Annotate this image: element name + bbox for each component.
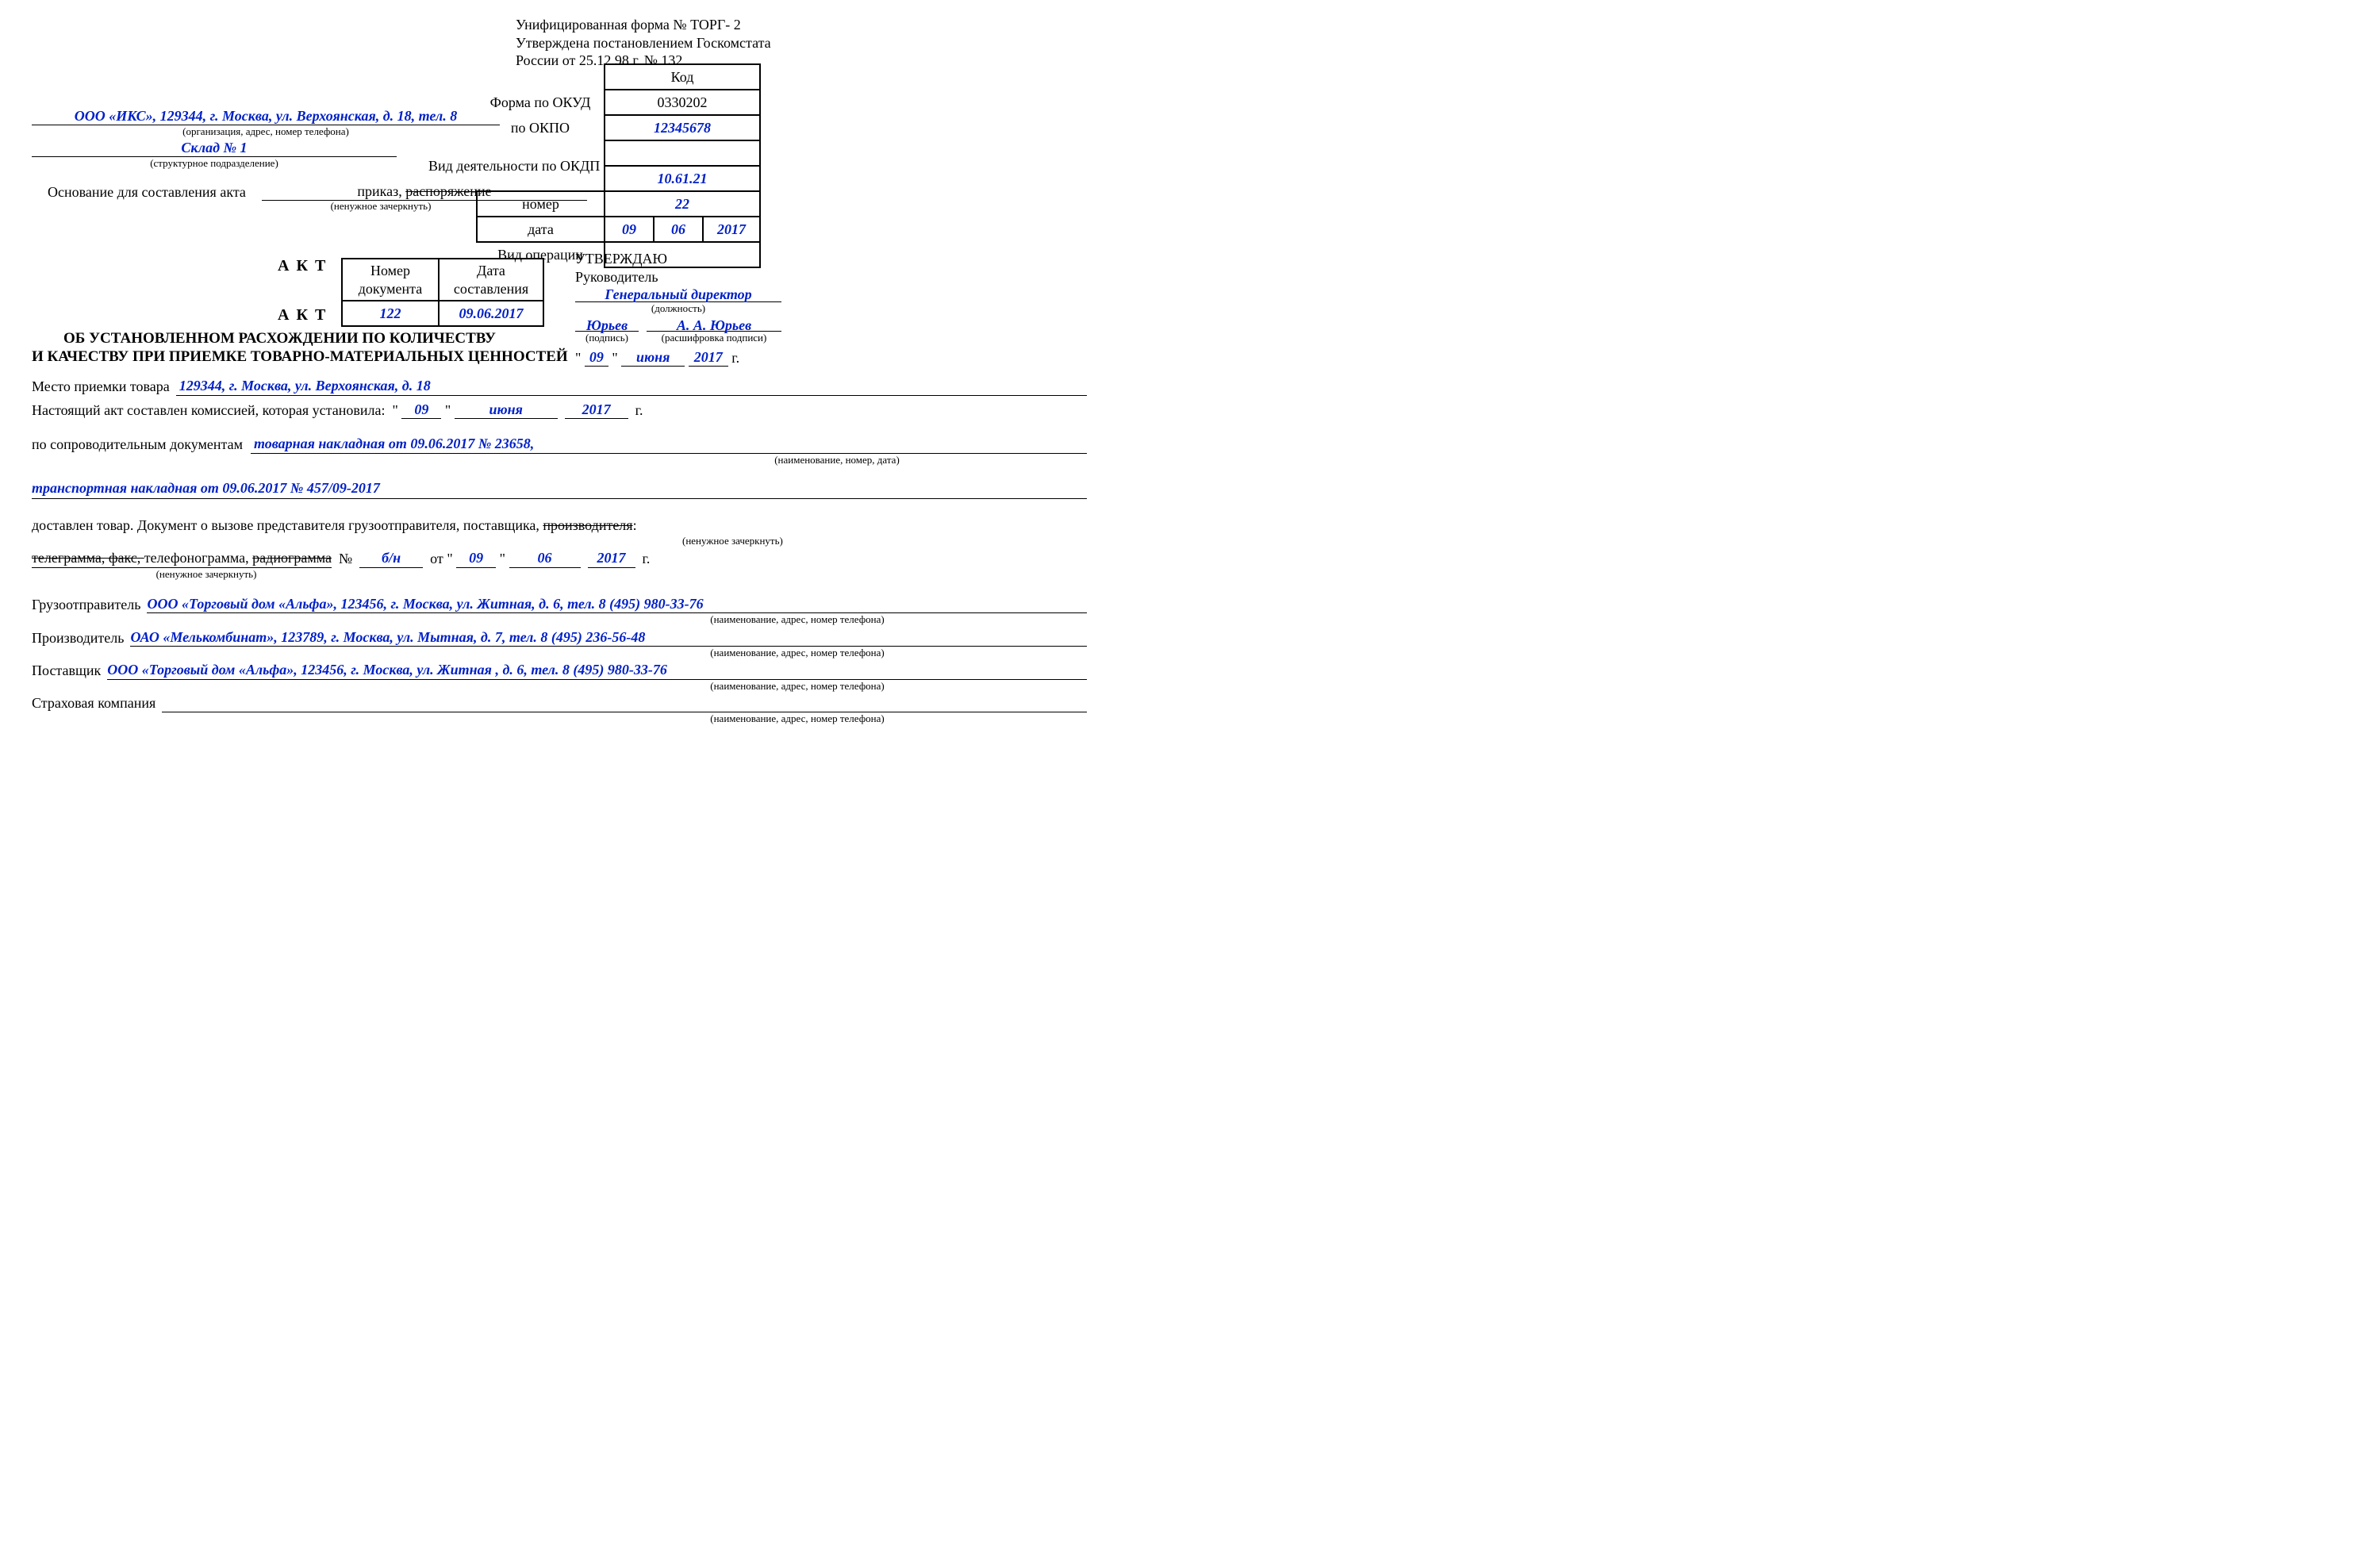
delivered-year: 2017: [588, 549, 635, 568]
title-line2: И КАЧЕСТВУ ПРИ ПРИЕМКЕ ТОВАРНО-МАТЕРИАЛЬ…: [32, 347, 568, 367]
organization-sublabel: (организация, адрес, номер телефона): [32, 125, 500, 138]
docbox-num: 122: [342, 301, 439, 326]
okud-value: 0330202: [605, 90, 760, 115]
commission-day: 09: [401, 401, 441, 420]
basis-label: Основание для составления акта: [48, 183, 246, 202]
approve-sign: Юрьев: [575, 317, 639, 332]
basis-number-value: 22: [605, 191, 760, 217]
approve-sign-sub: (подпись): [575, 332, 639, 344]
insurance-sub: (наименование, адрес, номер телефона): [508, 712, 1087, 725]
form-header-2: Утверждена постановлением Госкомстата: [516, 34, 1087, 52]
approve-month: июня: [621, 348, 685, 367]
akt-heading: А К Т: [278, 256, 327, 276]
docs-value: товарная накладная от 09.06.2017 № 23658…: [251, 435, 1087, 454]
delivered-sub2: (ненужное зачеркнуть): [32, 568, 381, 581]
shipper-value: ООО «Торговый дом «Альфа», 123456, г. Мо…: [147, 595, 1087, 614]
approve-year: 2017: [689, 348, 728, 367]
docs-sub: (наименование, номер, дата): [587, 454, 1087, 466]
supplier-label: Поставщик: [32, 662, 101, 680]
place-value: 129344, г. Москва, ул. Верхоянская, д. 1…: [176, 377, 1087, 396]
supplier-value: ООО «Торговый дом «Альфа», 123456, г. Мо…: [107, 661, 1087, 680]
approve-name-sub: (расшифровка подписи): [647, 332, 781, 344]
delivered-plain2: телефонограмма,: [144, 550, 252, 566]
delivered-sub-right: (ненужное зачеркнуть): [682, 535, 1087, 547]
producer-label: Производитель: [32, 629, 124, 647]
place-label: Место приемки товара: [32, 378, 170, 396]
form-header-1: Унифицированная форма № ТОРГ- 2: [516, 16, 1087, 34]
insurance-label: Страховая компания: [32, 694, 155, 712]
approve-line2: Руководитель: [575, 268, 781, 286]
approve-position: Генеральный директор: [575, 286, 781, 302]
basis-strike: распоряжение: [405, 183, 491, 199]
organization-value: ООО «ИКС», 129344, г. Москва, ул. Верхоя…: [32, 107, 500, 125]
docs-line2: транспортная накладная от 09.06.2017 № 4…: [32, 479, 1087, 500]
docbox-num-header: Номер документа: [342, 259, 439, 301]
commission-text: Настоящий акт составлен комиссией, котор…: [32, 401, 385, 420]
insurance-value: [162, 696, 1087, 712]
code-header: Код: [605, 64, 760, 90]
basis-date-label: дата: [477, 217, 605, 242]
delivered-strike2a: телеграмма, факс,: [32, 550, 144, 566]
okpo-value: 12345678: [605, 115, 760, 140]
delivered-num-label: №: [339, 550, 352, 568]
approve-line1: УТВЕРЖДАЮ: [575, 250, 781, 268]
approve-position-sub: (должность): [575, 302, 781, 315]
akt-heading-2: А К Т: [278, 306, 327, 324]
basis-date-day: 09: [605, 217, 654, 242]
unit-value: Склад № 1: [32, 139, 397, 157]
okdp-label: Вид деятельности по ОКДП: [428, 157, 600, 175]
delivered-colon: :: [633, 517, 637, 533]
delivered-strike2b: радиограмма: [252, 550, 332, 566]
delivered-suffix: г.: [643, 550, 651, 568]
delivered-strike1: производителя: [543, 517, 632, 533]
basis-order: приказ,: [357, 183, 405, 199]
delivered-day: 09: [456, 549, 496, 568]
delivered-text: доставлен товар. Документ о вызове предс…: [32, 517, 543, 533]
docbox-date: 09.06.2017: [439, 301, 543, 326]
delivered-num: б/н: [359, 549, 423, 568]
commission-month: июня: [455, 401, 558, 420]
docbox-date-header: Дата составления: [439, 259, 543, 301]
producer-sub: (наименование, адрес, номер телефона): [508, 647, 1087, 659]
producer-value: ОАО «Мелькомбинат», 123789, г. Москва, у…: [130, 628, 1087, 647]
basis-sublabel: (ненужное зачеркнуть): [270, 200, 492, 213]
approve-day: 09: [585, 348, 608, 367]
approve-name: А. А. Юрьев: [647, 317, 781, 332]
basis-date-year: 2017: [703, 217, 760, 242]
commission-year: 2017: [565, 401, 628, 420]
approve-year-suffix: г.: [731, 349, 739, 367]
shipper-label: Грузоотправитель: [32, 596, 140, 614]
shipper-sub: (наименование, адрес, номер телефона): [508, 613, 1087, 626]
docs-label: по сопроводительным документам: [32, 436, 243, 454]
title-line1: ОБ УСТАНОВЛЕННОМ РАСХОЖДЕНИИ ПО КОЛИЧЕСТ…: [63, 329, 496, 348]
supplier-sub: (наименование, адрес, номер телефона): [508, 680, 1087, 693]
commission-suffix: г.: [635, 401, 643, 420]
basis-date-month: 06: [654, 217, 703, 242]
delivered-month: 06: [509, 549, 581, 568]
okdp-value: 10.61.21: [605, 166, 760, 191]
delivered-from: от: [430, 550, 443, 568]
unit-sublabel: (структурное подразделение): [32, 157, 397, 170]
